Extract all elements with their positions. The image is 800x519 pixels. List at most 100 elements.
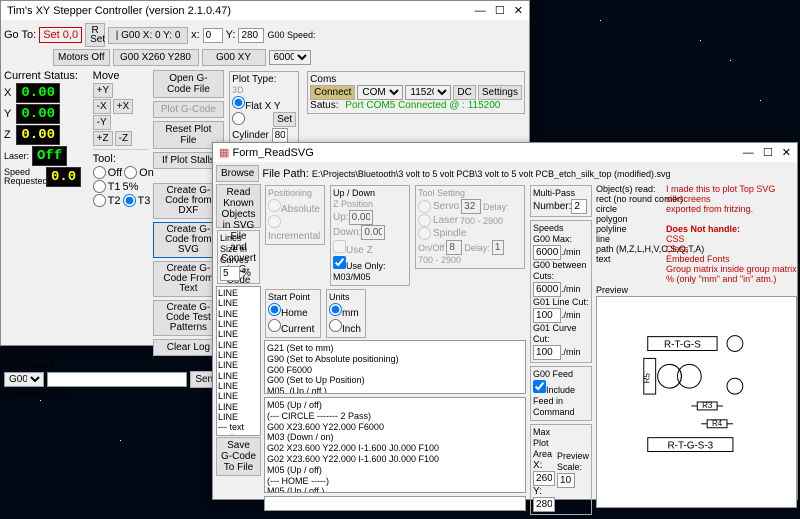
list-item[interactable]: LINE (218, 309, 259, 319)
read-known-button[interactable]: Read Known Objects in SVG File and Conve… (216, 184, 261, 228)
baud-select[interactable]: 115200 (405, 85, 451, 100)
settings-button[interactable]: Settings (478, 85, 522, 100)
inch-radio[interactable] (329, 319, 342, 332)
plot-gcode-button[interactable]: Plot G-Code (153, 101, 225, 118)
win2-title: Form_ReadSVG (232, 147, 313, 159)
laser-lcd: Off (32, 146, 67, 166)
save-gcode-button[interactable]: Save G-Code To File (216, 437, 261, 476)
minimize-icon[interactable]: — (743, 147, 754, 159)
open-gcode-button[interactable]: Open G-Code File (153, 70, 225, 98)
maxx-input[interactable] (533, 471, 555, 486)
list-item[interactable]: LINE (218, 360, 259, 370)
g00xy-button[interactable]: G00 XY (202, 49, 266, 66)
list-item[interactable]: LINE (218, 402, 259, 412)
y-label: Y: (226, 29, 236, 41)
bottom-input[interactable] (264, 496, 526, 511)
command-label: Command (4, 359, 55, 371)
speed-select[interactable]: 6000 (269, 50, 311, 65)
flatxy-radio[interactable] (232, 96, 245, 109)
usez-check (333, 240, 346, 253)
com-port-select[interactable]: COM5 (357, 85, 403, 100)
current-radio[interactable] (268, 319, 281, 332)
rset-button[interactable]: R Set (85, 23, 105, 47)
plus-z-button[interactable]: +Z (93, 131, 113, 146)
preview-scale-input[interactable] (557, 473, 575, 488)
y-input[interactable] (238, 28, 264, 43)
dc-button[interactable]: DC (453, 85, 475, 100)
info-text: I made this to plot Top SVG silkscreens … (666, 184, 778, 214)
minus-y-button[interactable]: -Y (93, 115, 111, 130)
g01line-input[interactable] (533, 308, 561, 323)
list-item[interactable]: LINE (218, 350, 259, 360)
minimize-icon[interactable]: — (475, 5, 486, 17)
g01curve-input[interactable] (533, 345, 561, 360)
tool-on-radio[interactable] (124, 166, 137, 179)
g00max-input[interactable] (533, 245, 561, 260)
svg-text:R5: R5 (643, 373, 652, 384)
list-item[interactable]: LINE (218, 298, 259, 308)
incremental-radio (268, 215, 281, 228)
t2-radio[interactable] (93, 194, 106, 207)
list-item[interactable]: LINE (218, 319, 259, 329)
maxy-input[interactable] (533, 497, 555, 512)
include-feed-check[interactable] (533, 380, 546, 393)
lines-size-input[interactable] (220, 266, 240, 281)
close-icon[interactable]: ✕ (782, 147, 791, 159)
set-button[interactable]: Set (273, 112, 296, 127)
browse-button[interactable]: Browse (216, 165, 259, 182)
preview-scale-label: Preview Scale: (557, 451, 589, 472)
list-item[interactable]: LINE (218, 371, 259, 381)
x-label: x: (191, 29, 200, 41)
toolsetting-label: Tool Setting (418, 188, 465, 198)
close-icon[interactable]: ✕ (514, 5, 523, 17)
objects-listbox[interactable]: LINELINELINELINELINELINELINELINELINELINE… (216, 286, 261, 436)
cylinder-radio[interactable] (232, 112, 245, 125)
plus-x-button[interactable]: +X (113, 99, 134, 114)
gcode-textarea-1[interactable]: G21 (Set to mm) G90 (Set to Absolute pos… (264, 340, 526, 394)
list-item[interactable]: LINE (218, 329, 259, 339)
filepath-label: File Path: (262, 168, 308, 180)
move-label: Move (93, 70, 149, 82)
svg-text:R-T-G-S-3: R-T-G-S-3 (668, 441, 714, 452)
minus-x-button[interactable]: -X (93, 99, 111, 114)
minus-z-button[interactable]: -Z (115, 131, 132, 146)
list-item[interactable]: --- text end --- (218, 422, 259, 436)
list-item[interactable]: LINE (218, 288, 259, 298)
useonly-check[interactable] (333, 256, 346, 269)
x-axis: X (4, 87, 14, 99)
dnh-list: CSS Class Embeded Fonts Group matrix ins… (666, 234, 797, 284)
window-controls: — ☐ ✕ (469, 4, 523, 17)
tool-off-radio[interactable] (93, 166, 106, 179)
x-input[interactable] (203, 28, 223, 43)
servo-radio (418, 200, 431, 213)
lines-size-label: Lines Size in Curves (220, 233, 249, 265)
home-radio[interactable] (268, 303, 281, 316)
list-item[interactable]: LINE (218, 391, 259, 401)
list-item[interactable]: LINE (218, 340, 259, 350)
command-select[interactable]: G00 (4, 372, 44, 387)
number-input[interactable] (571, 199, 587, 214)
laser-radio (418, 214, 431, 227)
up-input (349, 210, 373, 225)
g00between-input[interactable] (533, 282, 561, 297)
connect-button[interactable]: Connect (310, 85, 355, 100)
g00-x260-button[interactable]: G00 X260 Y280 (113, 49, 199, 66)
mm-radio[interactable] (329, 303, 342, 316)
does-not-label: Does Not handle: (666, 224, 740, 234)
list-item[interactable]: LINE (218, 381, 259, 391)
list-item[interactable]: LINE (218, 412, 259, 422)
startpoint-label: Start Point (268, 292, 310, 302)
maximize-icon[interactable]: ☐ (763, 147, 773, 159)
g00-xy0-button[interactable]: | G00 X: 0 Y: 0 (108, 27, 188, 44)
maximize-icon[interactable]: ☐ (495, 5, 505, 17)
win2-titlebar: ▦ Form_ReadSVG — ☐ ✕ (213, 143, 797, 162)
g00speed-label: G00 Speed: (267, 31, 315, 40)
gcode-textarea-2[interactable]: M05 (Up / off) (--- CIRCLE ------- 2 Pas… (264, 397, 526, 493)
cylinder-d-input[interactable] (272, 128, 288, 143)
t3-radio[interactable] (123, 194, 136, 207)
t1-radio[interactable] (93, 180, 106, 193)
set00-button[interactable]: Set 0,0 (39, 27, 82, 43)
command-input[interactable] (47, 372, 187, 387)
motors-off-button[interactable]: Motors Off (53, 49, 110, 66)
plus-y-button[interactable]: +Y (93, 83, 114, 98)
